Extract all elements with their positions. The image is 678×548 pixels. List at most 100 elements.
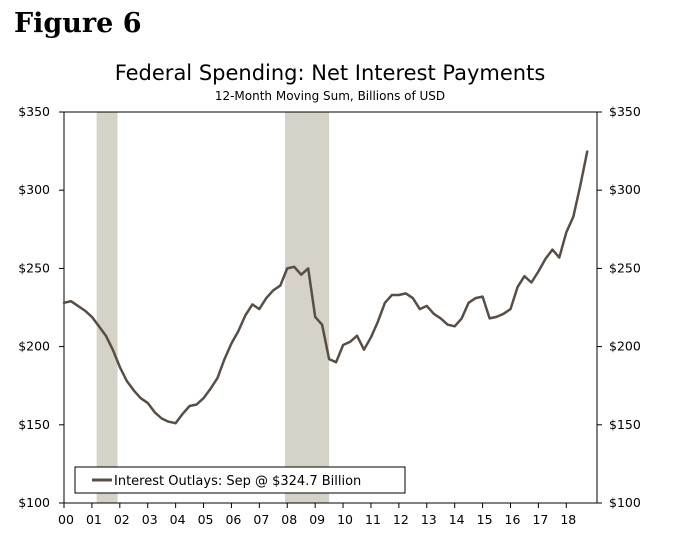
legend-box [74,466,406,494]
data-point [537,270,540,273]
x-tick-label: 12 [393,512,409,527]
data-point [384,302,386,304]
data-point [453,325,456,328]
data-point [495,316,498,318]
x-tick-label: 11 [365,512,381,527]
data-point [523,275,526,278]
data-point [363,348,365,351]
y-tick-label-left: $300 [18,182,50,197]
x-tick-label: 01 [86,512,102,527]
data-point [558,256,561,259]
data-point [530,281,533,284]
data-point [481,295,484,298]
data-point [237,330,240,332]
data-point [98,325,100,328]
data-point [356,334,358,337]
data-point [160,417,163,420]
x-tick-label: 13 [421,512,437,527]
data-point [419,308,421,310]
data-point [446,323,449,326]
series-layer [62,150,589,425]
data-point [370,336,372,339]
chart-subtitle: 12-Month Moving Sum, Billions of USD [215,89,445,103]
data-point [265,297,268,299]
data-point [467,302,470,304]
data-point [272,289,275,292]
data-point [84,309,86,312]
data-point [146,402,149,404]
data-point [119,366,121,368]
data-point [516,286,519,289]
data-point [167,420,170,423]
data-point [377,320,379,323]
data-point [216,377,219,379]
data-point [139,397,142,400]
recession-shading [96,112,330,503]
y-tick-label-right: $350 [609,104,641,119]
data-point [63,302,65,304]
data-point [307,267,310,270]
y-tick-label-right: $100 [609,495,641,510]
data-point [77,305,79,307]
x-tick-label: 18 [560,512,576,527]
y-tick-label-right: $250 [609,260,641,275]
y-tick-label-right: $300 [609,182,641,197]
x-tick-label: 07 [253,512,269,527]
data-point [258,308,261,310]
data-point [551,248,554,251]
data-point [474,297,477,299]
axis-ticks: $100 $100 $150 $150 $200 $200 $250 $250 $300 $300… [18,104,641,527]
data-point [188,405,191,407]
data-point [335,361,337,364]
legend: Interest Outlays: Sep @ $324.7 Billion [74,466,406,494]
data-point [293,266,296,268]
y-tick-label-left: $350 [18,104,50,119]
data-point [405,292,407,295]
y-tick-label-left: $150 [18,417,50,432]
legend-label: Interest Outlays: Sep @ $324.7 Billion [114,474,361,489]
x-tick-label: 03 [142,512,158,527]
data-point [202,397,205,400]
y-tick-label-left: $250 [18,260,50,275]
recession-band-1 [96,112,118,503]
data-point [412,297,414,299]
x-tick-label: 10 [337,512,353,527]
data-point [349,341,351,343]
y-tick-label-left: $200 [18,339,50,354]
data-point [286,267,289,270]
recession-band-2 [285,112,330,503]
x-tick-label: 15 [477,512,493,527]
data-point [174,422,177,425]
chart-title: Federal Spending: Net Interest Payments [115,61,546,85]
data-point [460,317,463,320]
data-point [230,342,233,345]
data-point [509,308,512,310]
data-point [433,313,435,315]
data-point [244,314,247,317]
data-point [328,358,330,360]
data-point [391,294,393,296]
data-point [426,305,428,307]
data-point [195,403,198,406]
x-tick-label: 09 [309,512,325,527]
y-tick-label-right: $200 [609,339,641,354]
x-tick-label: 08 [281,512,297,527]
data-point [112,348,114,351]
plot-area [63,111,598,504]
data-point [565,231,568,234]
x-tick-label: 17 [532,512,548,527]
data-point [133,389,135,392]
data-point [209,388,212,390]
x-tick-label: 02 [114,512,130,527]
x-tick-label: 04 [170,512,186,527]
x-tick-label: 00 [58,512,74,527]
data-point [91,316,93,318]
figure-label: Figure 6 [14,8,142,39]
data-point [439,317,442,320]
data-point [342,344,344,346]
data-point [126,380,128,382]
y-tick-label-right: $150 [609,417,641,432]
data-point [314,316,317,318]
data-point [251,303,254,306]
